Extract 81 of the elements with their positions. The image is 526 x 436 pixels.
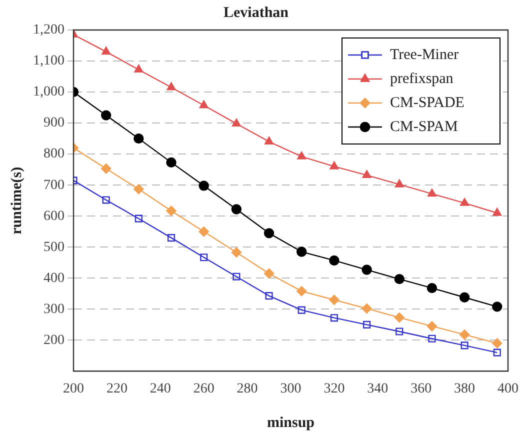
point (426, 282, 438, 294)
x-tick-label: 400 (498, 381, 518, 396)
point (102, 196, 110, 204)
point (330, 161, 339, 170)
point (166, 82, 176, 90)
legend-label: CM-SPAM (390, 118, 458, 135)
point (460, 198, 470, 206)
point (459, 330, 470, 340)
point (100, 164, 112, 174)
x-tick-label: 340 (367, 381, 388, 396)
point (394, 179, 404, 188)
point (362, 303, 372, 314)
point (298, 306, 306, 314)
point (166, 157, 176, 168)
y-tick-label: 300 (44, 302, 64, 317)
point (330, 314, 338, 322)
point (134, 184, 144, 194)
y-tick-label: 500 (44, 240, 64, 255)
point (426, 321, 438, 332)
legend-label: prefixspan (390, 70, 454, 87)
point (297, 151, 306, 160)
y-tick-label: 900 (44, 116, 64, 131)
x-tick-label: 360 (410, 381, 432, 396)
chart-title: Leviathan (223, 4, 290, 21)
point (231, 204, 242, 214)
point (362, 170, 372, 178)
x-tick-label: 320 (324, 381, 345, 396)
point (428, 334, 436, 342)
point (460, 342, 468, 350)
y-tick-label: 1,100 (33, 54, 64, 69)
point (492, 208, 502, 216)
point (198, 180, 209, 191)
x-tick-label: 220 (106, 381, 128, 396)
y-tick-label: 700 (44, 178, 64, 193)
y-tick-label: 200 (44, 332, 64, 348)
point (394, 274, 404, 284)
point (232, 272, 240, 280)
point (329, 294, 340, 305)
point (363, 320, 371, 328)
point (427, 188, 436, 197)
point (296, 246, 307, 257)
x-tick-label: 260 (193, 381, 214, 396)
point (100, 110, 112, 120)
point (296, 286, 307, 296)
point (459, 292, 470, 302)
point (102, 46, 111, 55)
x-tick-label: 200 (63, 381, 84, 396)
point (167, 234, 176, 242)
y-tick-label: 1,000 (33, 84, 64, 100)
point (199, 100, 208, 108)
y-tick-label: 600 (44, 208, 64, 224)
point (231, 247, 242, 258)
point (166, 206, 176, 216)
legend-label: Tree-Miner (390, 46, 459, 63)
y-tick-label: 800 (44, 146, 64, 162)
y-tick-label: 1,200 (33, 22, 64, 38)
y-axis-title: runtime(s) (8, 166, 25, 234)
point (396, 328, 404, 336)
point (362, 264, 372, 275)
x-tick-label: 240 (150, 381, 171, 396)
point (493, 348, 501, 356)
point (492, 338, 502, 348)
x-tick-label: 380 (454, 381, 476, 396)
point (200, 254, 208, 262)
y-tick-label: 400 (44, 270, 64, 286)
point (264, 136, 274, 145)
point (492, 302, 502, 312)
point (264, 228, 274, 238)
point (232, 118, 241, 127)
point (329, 255, 340, 266)
x-axis-title: minsup (266, 414, 315, 431)
point (264, 268, 274, 279)
point (394, 312, 404, 323)
point (265, 292, 273, 300)
point (134, 133, 144, 144)
point (134, 64, 144, 73)
point (134, 214, 142, 222)
x-tick-label: 280 (236, 381, 258, 396)
x-tick-label: 300 (280, 381, 302, 396)
point (198, 226, 209, 237)
legend-label: CM-SPADE (390, 94, 464, 111)
